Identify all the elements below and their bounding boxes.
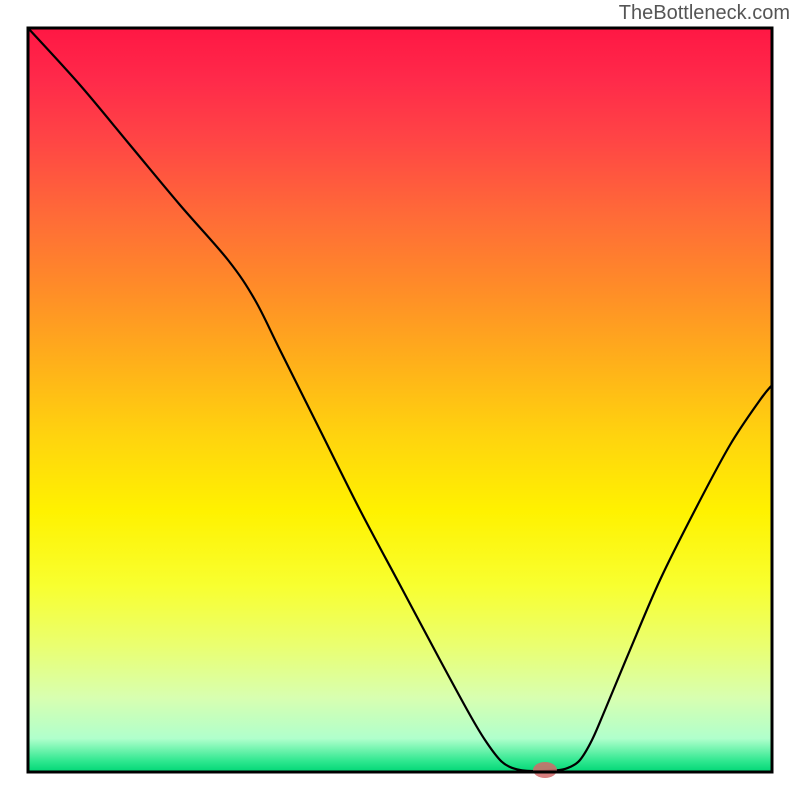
watermark-text: TheBottleneck.com	[619, 2, 790, 25]
bottleneck-chart	[0, 0, 800, 800]
optimum-marker	[533, 762, 557, 778]
plot-background	[28, 28, 772, 772]
chart-container: TheBottleneck.com	[0, 0, 800, 800]
